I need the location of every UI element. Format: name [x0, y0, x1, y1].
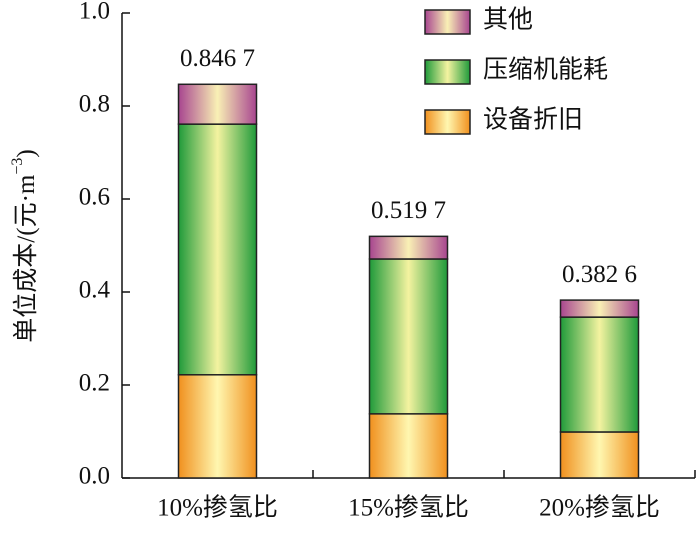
x-tick-label: 10%掺氢比	[157, 494, 278, 522]
total-label: 0.846 7	[180, 45, 255, 72]
legend-label: 压缩机能耗	[483, 56, 608, 84]
legend-label: 设备折旧	[483, 106, 583, 134]
legend-label: 其他	[483, 6, 533, 34]
total-label: 0.519 7	[371, 197, 446, 224]
bar-segment	[368, 258, 449, 415]
y-tick-label: 0.2	[79, 370, 110, 397]
y-tick-label: 0.6	[79, 184, 110, 211]
legend-swatch	[424, 9, 471, 35]
bar-segment	[368, 413, 449, 479]
bar-segment	[559, 299, 640, 318]
legend-swatch	[424, 59, 471, 85]
y-tick-label: 0.4	[79, 277, 111, 304]
legend-swatch	[424, 109, 471, 135]
y-tick-label: 0.0	[79, 463, 110, 490]
y-label-sup: −3	[9, 158, 26, 175]
y-tick-label: 1.0	[79, 0, 110, 25]
total-label: 0.382 6	[562, 261, 637, 288]
bar-segment	[368, 235, 449, 260]
y-axis-label: 单位成本/(元·m−3)	[9, 149, 40, 342]
bar-segment	[177, 83, 258, 125]
bar-segment	[559, 431, 640, 479]
y-label-main: 单位成本/(元·m	[12, 174, 40, 343]
bar-segment	[177, 374, 258, 479]
bar-segment	[559, 316, 640, 433]
x-tick-label: 20%掺氢比	[539, 494, 660, 522]
bar-segment	[177, 123, 258, 376]
y-tick-label: 0.8	[79, 91, 110, 118]
y-label-end: )	[13, 149, 40, 157]
x-tick-label: 15%掺氢比	[348, 494, 469, 522]
